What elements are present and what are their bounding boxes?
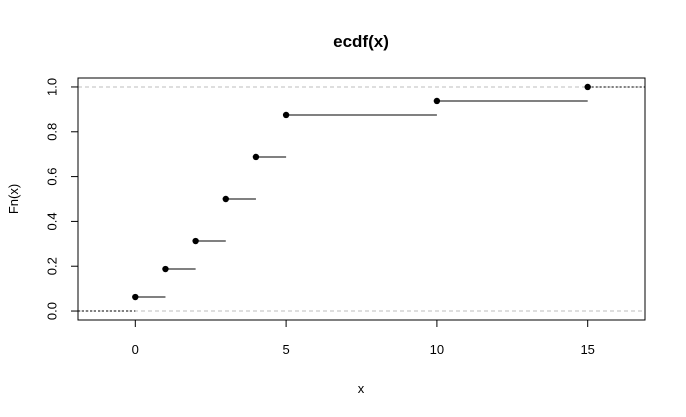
y-tick-label: 0.8 (45, 123, 60, 141)
y-tick-label: 0.2 (45, 257, 60, 275)
ecdf-point-4 (252, 153, 260, 161)
y-tick-label: 0.0 (45, 302, 60, 320)
ecdf-point-6 (433, 97, 441, 105)
y-tick-label: 0.6 (45, 168, 60, 186)
x-tick-label: 0 (132, 342, 139, 357)
y-tick-label: 0.4 (45, 212, 60, 230)
plot-area (78, 83, 645, 312)
plot-frame (77, 77, 646, 321)
ecdf-point-0 (132, 293, 139, 301)
y-axis-label: Fn(x) (6, 184, 21, 214)
x-tick-label: 10 (430, 342, 444, 357)
x-tick-label: 15 (580, 342, 594, 357)
chart-title: ecdf(x) (333, 32, 389, 51)
ecdf-point-5 (282, 111, 290, 119)
ecdf-point-1 (162, 265, 169, 273)
ecdf-point-3 (222, 195, 229, 203)
x-tick-label: 5 (282, 342, 289, 357)
x-axis-label: x (358, 381, 365, 396)
ecdf-point-7 (584, 83, 591, 91)
x-axis: 0 5 10 15 (132, 319, 595, 357)
y-tick-label: 1.0 (45, 78, 60, 96)
y-axis: 0.0 0.2 0.4 0.6 0.8 1.0 (45, 78, 79, 320)
ecdf-point-2 (192, 237, 199, 245)
